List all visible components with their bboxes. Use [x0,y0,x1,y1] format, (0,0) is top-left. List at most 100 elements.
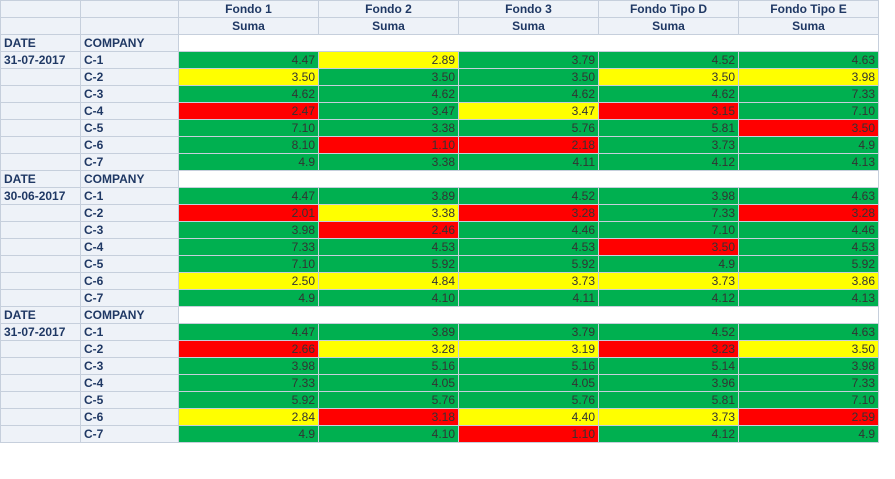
value-cell: 5.92 [458,255,599,273]
table-row: C-4 2.47 3.47 3.47 3.15 7.10 [0,102,879,120]
value-cell: 4.13 [738,153,879,171]
value-cell: 5.14 [598,357,739,375]
value-cell: 3.89 [318,323,459,341]
table-row: C-7 4.9 4.10 4.11 4.12 4.13 [0,289,879,307]
value-cell: 5.76 [458,119,599,137]
company: C-2 [80,204,179,222]
value-cell: 5.16 [458,357,599,375]
column-header: Fondo 2 [318,0,459,18]
value-cell: 3.50 [318,68,459,86]
value-cell: 4.05 [318,374,459,392]
value-cell: 2.50 [178,272,319,290]
value-cell: 4.62 [318,85,459,103]
value-cell: 3.28 [738,204,879,222]
company: C-3 [80,85,179,103]
column-measure: Suma [178,17,319,35]
value-cell: 4.13 [738,289,879,307]
date-empty [0,374,81,392]
value-cell: 3.23 [598,340,739,358]
table-row: C-5 7.10 5.92 5.92 4.9 5.92 [0,255,879,273]
value-cell: 4.63 [738,51,879,69]
pivot-table: Fondo 1 Fondo 2 Fondo 3 Fondo Tipo D Fondo T… [0,0,879,443]
table-row: Suma Suma Suma Suma Suma [0,17,879,35]
table-row: C-4 7.33 4.53 4.53 3.50 4.53 [0,238,879,256]
value-cell: 3.47 [458,102,599,120]
company: C-7 [80,289,179,307]
date-empty [0,272,81,290]
date-label: DATE [0,170,81,188]
value-cell: 2.89 [318,51,459,69]
date-empty [0,408,81,426]
value-cell: 4.46 [458,221,599,239]
corner [0,17,81,35]
company: C-4 [80,374,179,392]
value-cell: 3.79 [458,51,599,69]
value-cell: 4.63 [738,187,879,205]
company: C-6 [80,272,179,290]
date-empty [0,119,81,137]
table-row: C-4 7.33 4.05 4.05 3.96 7.33 [0,374,879,392]
value-cell: 3.98 [738,357,879,375]
value-cell: 3.28 [458,204,599,222]
value-cell: 3.50 [458,68,599,86]
value-cell: 2.84 [178,408,319,426]
value-cell: 4.52 [598,51,739,69]
group-spacer [178,34,879,52]
value-cell: 4.9 [598,255,739,273]
value-cell: 5.92 [178,391,319,409]
value-cell: 4.10 [318,289,459,307]
date-empty [0,221,81,239]
value-cell: 4.11 [458,153,599,171]
value-cell: 3.50 [598,238,739,256]
date-label: DATE [0,306,81,324]
date-empty [0,357,81,375]
company: C-7 [80,153,179,171]
company: C-5 [80,119,179,137]
value-cell: 3.79 [458,323,599,341]
value-cell: 2.18 [458,136,599,154]
value-cell: 4.40 [458,408,599,426]
table-row: C-6 8.10 1.10 2.18 3.73 4.9 [0,136,879,154]
value-cell: 3.73 [458,272,599,290]
value-cell: 3.38 [318,204,459,222]
group-spacer [178,306,879,324]
table-row: C-5 5.92 5.76 5.76 5.81 7.10 [0,391,879,409]
value-cell: 4.46 [738,221,879,239]
date-empty [0,289,81,307]
value-cell: 4.52 [458,187,599,205]
table-row: C-2 3.50 3.50 3.50 3.50 3.98 [0,68,879,86]
value-cell: 4.53 [458,238,599,256]
table-row: C-2 2.66 3.28 3.19 3.23 3.50 [0,340,879,358]
date-label: DATE [0,34,81,52]
value-cell: 2.47 [178,102,319,120]
date: 31-07-2017 [0,51,81,69]
table-row: C-3 4.62 4.62 4.62 4.62 7.33 [0,85,879,103]
value-cell: 2.01 [178,204,319,222]
corner [80,0,179,18]
table-row: C-2 2.01 3.38 3.28 7.33 3.28 [0,204,879,222]
value-cell: 7.33 [178,238,319,256]
date-empty [0,425,81,443]
value-cell: 5.81 [598,119,739,137]
value-cell: 3.98 [178,221,319,239]
table-row: Fondo 1 Fondo 2 Fondo 3 Fondo Tipo D Fondo T… [0,0,879,18]
value-cell: 4.9 [738,425,879,443]
value-cell: 4.53 [738,238,879,256]
column-header: Fondo 1 [178,0,319,18]
value-cell: 4.63 [738,323,879,341]
column-header: Fondo Tipo E [738,0,879,18]
company: C-1 [80,323,179,341]
table-row: 31-07-2017 C-1 4.47 3.89 3.79 4.52 4.63 [0,323,879,341]
table-row: 30-06-2017 C-1 4.47 3.89 4.52 3.98 4.63 [0,187,879,205]
date: 30-06-2017 [0,187,81,205]
value-cell: 3.50 [738,340,879,358]
value-cell: 3.89 [318,187,459,205]
value-cell: 4.84 [318,272,459,290]
table-row: C-6 2.50 4.84 3.73 3.73 3.86 [0,272,879,290]
value-cell: 7.10 [738,102,879,120]
date-empty [0,391,81,409]
table-row: DATE COMPANY [0,306,879,324]
column-measure: Suma [598,17,739,35]
company-label: COMPANY [80,306,179,324]
value-cell: 3.73 [598,136,739,154]
